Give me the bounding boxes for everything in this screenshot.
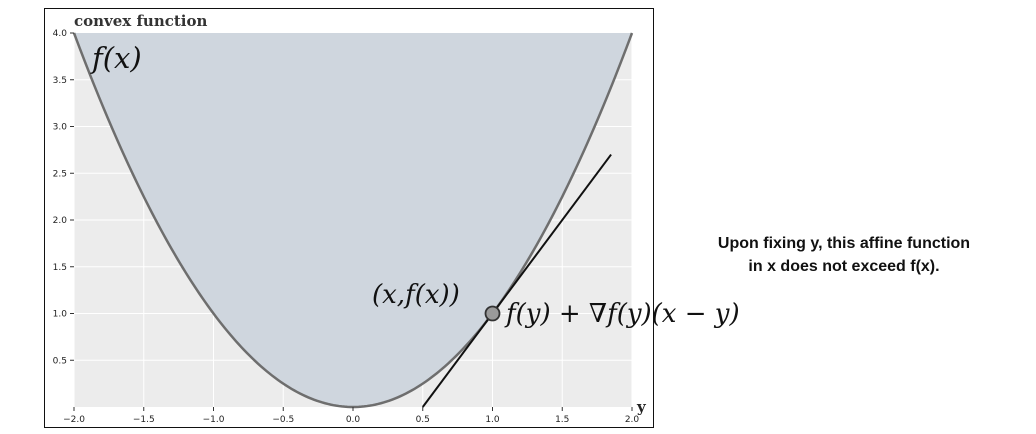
x-tick-label: 1.0 [485, 415, 500, 425]
x-tick-label: 0.5 [416, 415, 430, 425]
curve-label: f(x) [90, 41, 142, 75]
y-tick-label: 3.5 [53, 76, 67, 86]
x-tick-label: −1.5 [133, 415, 155, 425]
x-axis-label: y [636, 398, 647, 416]
x-tick-label: −0.5 [272, 415, 294, 425]
y-tick-label: 0.5 [53, 356, 67, 366]
side-note: Upon fixing y, this affine function in x… [654, 232, 1034, 278]
y-tick-label: 4.0 [53, 29, 68, 39]
y-tick-label: 2.5 [53, 169, 67, 179]
x-tick-label: −2.0 [63, 415, 85, 425]
y-tick-label: 1.5 [53, 263, 67, 273]
plot-frame [44, 8, 654, 428]
x-tick-label: 1.5 [555, 415, 569, 425]
x-tick-label: −1.0 [203, 415, 225, 425]
side-note-line-2: in x does not exceed f(x). [748, 258, 940, 275]
tangent-label: f(y) + ∇f(y)(x − y) [504, 299, 740, 329]
chart-title: convex function [74, 12, 207, 30]
x-tick-label: 2.0 [625, 415, 640, 425]
point-label: (x,f(x)) [372, 280, 460, 310]
axis-ticks: −2.0 −1.5 −1.0 −0.5 0.0 0.5 1.0 1.5 2.0 0.5 1.0 1.5… [53, 29, 640, 425]
tangent-line [421, 153, 612, 408]
tangent-point-marker [484, 305, 501, 322]
side-note-line-1: Upon fixing y, this affine function [717, 235, 971, 252]
y-tick-label: 3.0 [53, 123, 68, 133]
y-tick-label: 2.0 [53, 216, 68, 226]
x-tick-label: 0.0 [346, 415, 361, 425]
y-tick-label: 1.0 [53, 310, 68, 320]
